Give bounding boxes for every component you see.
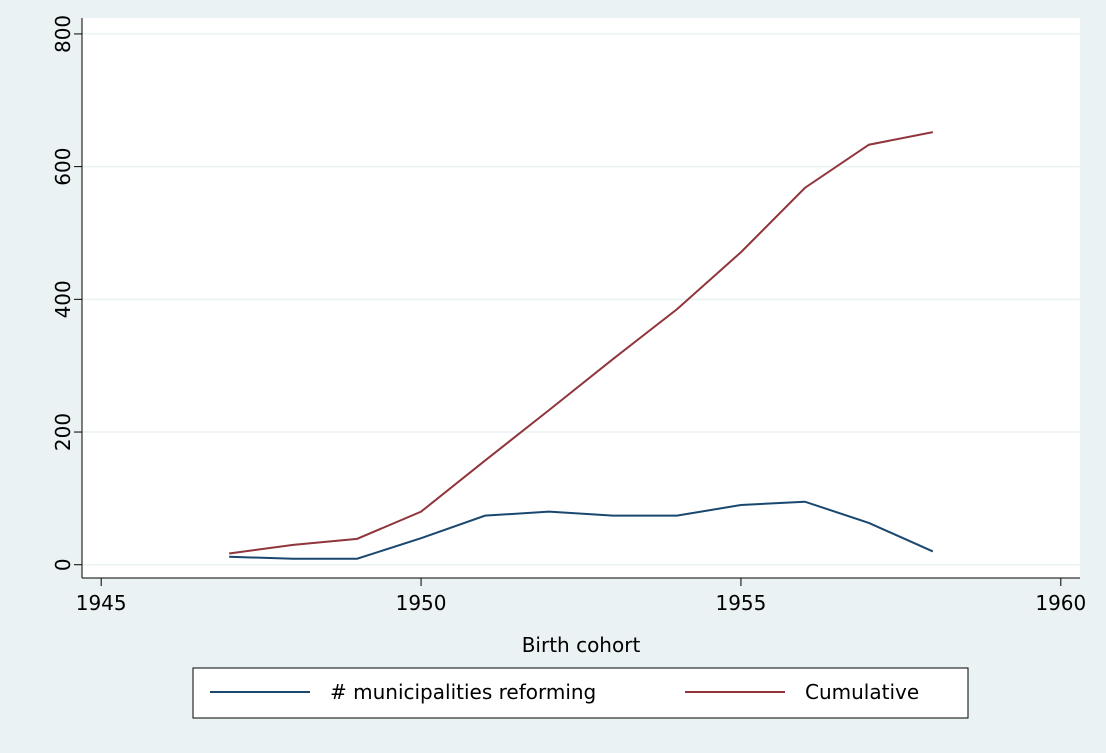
x-tick-label: 1950 [396,591,447,615]
y-tick-label: 200 [51,413,75,451]
y-tick-label: 400 [51,280,75,318]
series-line [229,131,934,555]
y-tick-label: 600 [51,148,75,186]
y-tick-label: 0 [51,558,75,571]
legend [192,667,969,719]
x-axis-title: Birth cohort [522,633,641,657]
legend-label: Cumulative [805,680,919,704]
x-tick-label: 1945 [76,591,127,615]
x-tick-label: 1955 [715,591,766,615]
y-tick-label: 800 [51,15,75,53]
legend-label: # municipalities reforming [330,680,596,704]
plot-area [82,18,1080,578]
series-line [229,500,934,560]
x-tick-label: 1960 [1035,591,1086,615]
